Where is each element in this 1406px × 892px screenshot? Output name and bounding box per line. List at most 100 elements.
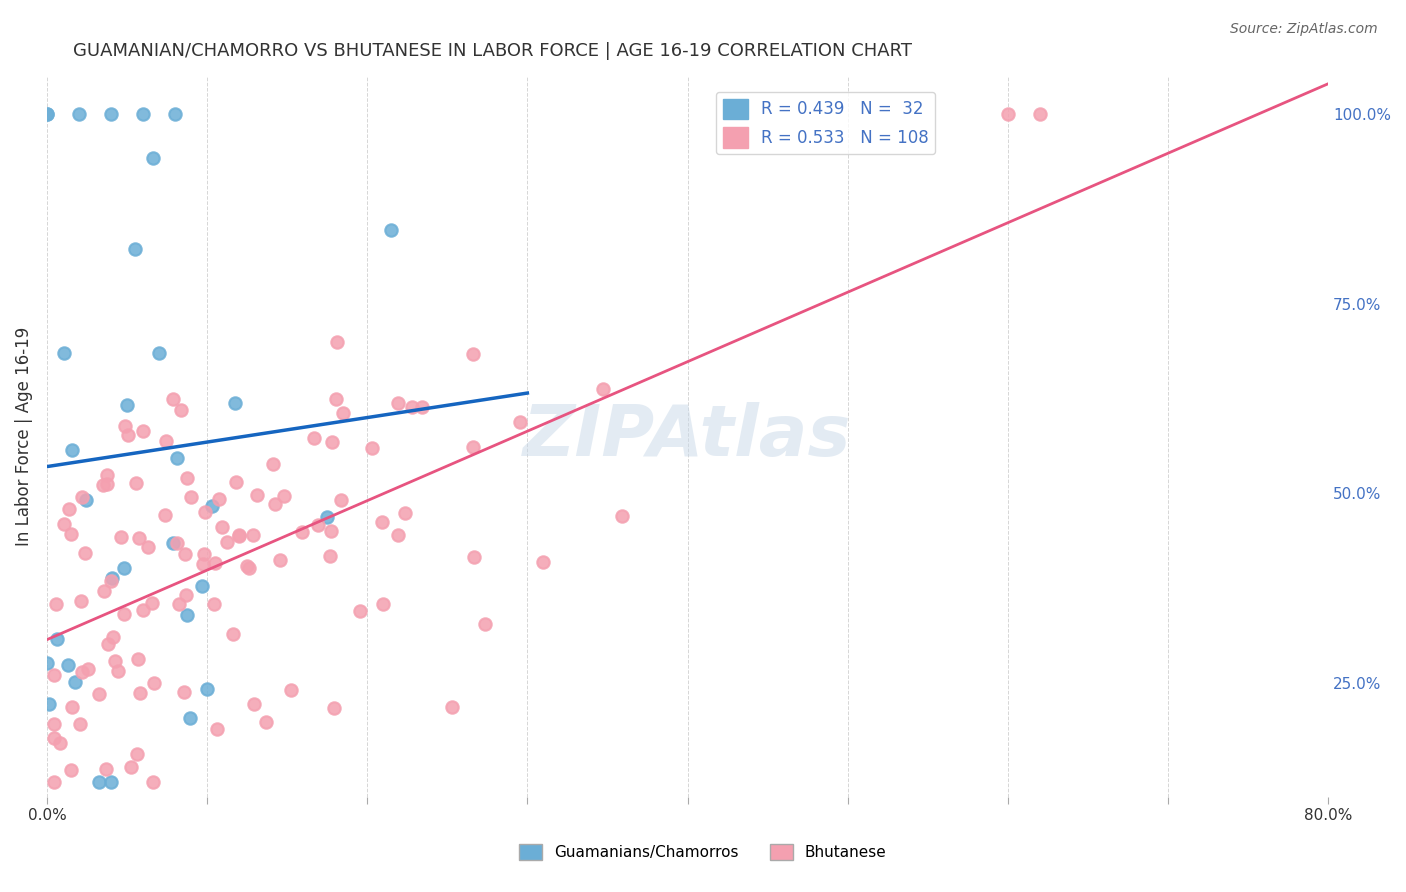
Point <box>193 547 215 561</box>
Point <box>997 107 1019 121</box>
Point <box>262 457 284 471</box>
Point <box>371 515 394 529</box>
Point <box>321 435 343 450</box>
Point <box>65 675 87 690</box>
Point <box>215 535 238 549</box>
Point <box>77 662 100 676</box>
Point <box>70 491 93 505</box>
Point <box>153 508 176 523</box>
Point <box>59 527 82 541</box>
Point <box>114 419 136 434</box>
Point <box>120 760 142 774</box>
Point <box>280 683 302 698</box>
Point <box>132 424 155 438</box>
Point <box>242 528 264 542</box>
Y-axis label: In Labor Force | Age 16-19: In Labor Force | Age 16-19 <box>15 327 32 546</box>
Point <box>195 681 218 696</box>
Point <box>132 107 155 121</box>
Point <box>329 492 352 507</box>
Point <box>142 152 165 166</box>
Point <box>148 346 170 360</box>
Point <box>225 475 247 490</box>
Point <box>326 334 349 349</box>
Point <box>89 774 111 789</box>
Point <box>228 529 250 543</box>
Point <box>228 527 250 541</box>
Point <box>441 699 464 714</box>
Point <box>69 594 91 608</box>
Point <box>394 506 416 520</box>
Point <box>142 774 165 789</box>
Point <box>208 492 231 507</box>
Point <box>224 395 246 409</box>
Point <box>201 499 224 513</box>
Point <box>238 561 260 575</box>
Point <box>163 107 186 121</box>
Point <box>162 536 184 550</box>
Point <box>49 736 72 750</box>
Point <box>318 549 340 563</box>
Point <box>325 392 347 406</box>
Point <box>174 547 197 561</box>
Point <box>75 493 97 508</box>
Point <box>179 711 201 725</box>
Point <box>143 676 166 690</box>
Point <box>592 382 614 396</box>
Point <box>463 549 485 564</box>
Point <box>73 546 96 560</box>
Point <box>180 491 202 505</box>
Point <box>322 700 344 714</box>
Point <box>176 607 198 622</box>
Point <box>380 223 402 237</box>
Text: Source: ZipAtlas.com: Source: ZipAtlas.com <box>1230 22 1378 37</box>
Point <box>107 664 129 678</box>
Point <box>125 747 148 761</box>
Point <box>93 478 115 492</box>
Point <box>319 524 342 538</box>
Point <box>101 570 124 584</box>
Point <box>67 107 90 121</box>
Point <box>531 555 554 569</box>
Point <box>100 107 122 121</box>
Point <box>371 597 394 611</box>
Point <box>70 665 93 679</box>
Point <box>169 402 191 417</box>
Point <box>52 516 75 531</box>
Point <box>96 467 118 482</box>
Point <box>42 717 65 731</box>
Point <box>361 441 384 455</box>
Point <box>124 242 146 256</box>
Point <box>211 520 233 534</box>
Point <box>236 559 259 574</box>
Point <box>97 637 120 651</box>
Point <box>349 605 371 619</box>
Point <box>269 553 291 567</box>
Point <box>117 398 139 412</box>
Point <box>46 632 69 646</box>
Point <box>1029 107 1052 121</box>
Point <box>112 607 135 621</box>
Point <box>291 524 314 539</box>
Point <box>42 774 65 789</box>
Point <box>273 489 295 503</box>
Point <box>169 597 191 611</box>
Point <box>401 401 423 415</box>
Point <box>222 626 245 640</box>
Point <box>60 699 83 714</box>
Point <box>332 406 354 420</box>
Point <box>96 476 118 491</box>
Point <box>193 557 215 571</box>
Point <box>136 540 159 554</box>
Point <box>37 656 59 670</box>
Point <box>166 535 188 549</box>
Point <box>166 450 188 465</box>
Point <box>59 763 82 777</box>
Point <box>100 774 122 789</box>
Point <box>474 617 496 632</box>
Point <box>125 475 148 490</box>
Point <box>69 717 91 731</box>
Point <box>610 508 633 523</box>
Point <box>304 431 326 445</box>
Point <box>89 688 111 702</box>
Point <box>112 561 135 575</box>
